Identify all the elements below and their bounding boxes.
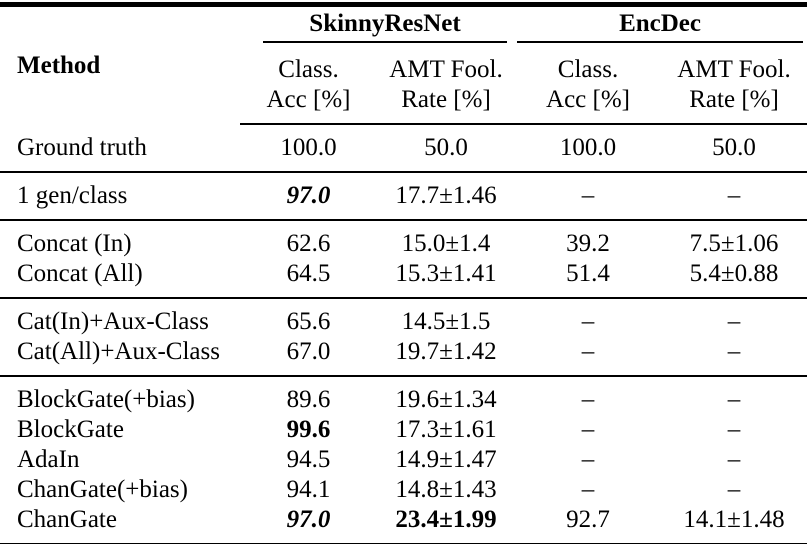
value-cell: 89.6 [286,386,331,413]
column-header-line: Class. [557,56,619,83]
value-cell: 67.0 [240,337,377,377]
column-header-line: Acc [%] [546,86,630,113]
value-cell: 94.5 [286,446,331,473]
value-cell: 39.2 [566,230,610,257]
value-cell: 15.0±1.4 [401,230,491,257]
value-cell: – [727,308,741,335]
table-row: BlockGate 99.6 17.3±1.61 – – [0,415,807,445]
value-cell: 62.6 [286,230,331,257]
table-row: Cat(In)+Aux-Class 65.6 14.5±1.5 – – [0,298,807,337]
value-cell: 97.0 [240,505,377,544]
value-cell: – [727,416,741,443]
method-column-header: Method [17,51,101,79]
value-cell: 14.1±1.48 [661,505,807,544]
value-cell: 64.5 [240,259,377,299]
value-cell: 19.6±1.34 [395,386,497,413]
value-cell: 97.0 [240,172,377,221]
value-cell: – [727,446,741,473]
method-cell: BlockGate [17,416,124,443]
table-section: Cat(In)+Aux-Class 65.6 14.5±1.5– – Cat(All)+… [0,298,807,377]
value-cell: 50.0 [377,124,516,173]
method-cell: BlockGate(+bias) [17,386,195,413]
value-cell: – [727,386,741,413]
sub-header-row: Class. Acc [%] AMT Fool. Rate [%] Class.… [0,43,807,125]
value-cell: 15.3±1.41 [377,259,516,299]
value-cell: 99.6 [286,416,331,443]
value-cell: 14.8±1.43 [395,476,497,503]
column-header-line: AMT Fool. [677,56,791,83]
table-section: Ground truth 100.0 50.0 100.0 50.0 [0,124,807,173]
value-cell: 17.7±1.46 [377,172,516,221]
value-cell: 100.0 [515,124,662,173]
column-header-line: Class. [278,56,339,83]
method-cell: Ground truth [0,124,240,173]
table-row: 1 gen/class 97.0 17.7±1.46– – [0,172,807,221]
value-cell: 14.9±1.47 [395,446,497,473]
value-cell: 23.4±1.99 [377,505,516,544]
value-cell: 14.5±1.5 [401,308,491,335]
method-cell: Cat(All)+Aux-Class [0,337,240,377]
group-header-encdec: EncDec [515,5,807,43]
column-header-srn-class-acc: Class. Acc [%] [240,43,377,125]
method-cell: 1 gen/class [0,172,240,221]
group-label-encdec: EncDec [517,9,804,43]
value-cell: – [515,172,662,221]
value-cell: 50.0 [661,124,807,173]
table-row: Ground truth 100.0 50.0 100.0 50.0 [0,124,807,173]
column-header-line: Rate [%] [401,86,491,113]
value-cell: – [581,446,595,473]
column-header-srn-amt-fool: AMT Fool. Rate [%] [377,43,516,125]
value-cell: – [581,386,595,413]
table-row: ChanGate(+bias) 94.1 14.8±1.43 – – [0,475,807,505]
table-row: Cat(All)+Aux-Class 67.0 19.7±1.42– – [0,337,807,377]
value-cell: 92.7 [515,505,662,544]
table-row: BlockGate(+bias) 89.6 19.6±1.34 – – [0,376,807,415]
value-cell: – [661,172,807,221]
method-cell: Cat(In)+Aux-Class [17,308,209,335]
table-row: ChanGate 97.0 23.4±1.99 92.7 14.1±1.48 [0,505,807,544]
column-header-line: Acc [%] [266,86,351,113]
value-cell: – [581,308,595,335]
group-header-row: Method SkinnyResNet EncDec [0,5,807,79]
value-cell: – [515,337,662,377]
method-cell: ChanGate(+bias) [17,476,188,503]
method-cell: Concat (All) [0,259,240,299]
value-cell: 19.7±1.42 [377,337,516,377]
value-cell: – [581,416,595,443]
value-cell: 17.3±1.61 [395,416,497,443]
group-label-skinnyresnet: SkinnyResNet [263,9,508,43]
table-section: Concat (In) 62.6 15.0±1.4 39.2 7.5±1.06 Conca… [0,220,807,299]
table-header: Method SkinnyResNet EncDec Class. Acc [%… [0,5,807,125]
value-cell: – [661,337,807,377]
method-cell: Concat (In) [17,230,132,257]
group-header-skinnyresnet: SkinnyResNet [240,5,515,43]
value-cell: 5.4±0.88 [661,259,807,299]
column-header-encdec-amt-fool: AMT Fool. Rate [%] [661,43,807,125]
method-cell: ChanGate [0,505,240,544]
value-cell: – [581,476,595,503]
value-cell: – [727,476,741,503]
method-cell: AdaIn [17,446,80,473]
table-row: AdaIn 94.5 14.9±1.47 – – [0,445,807,475]
value-cell: 65.6 [286,308,331,335]
column-header-line: AMT Fool. [389,56,503,83]
value-cell: 51.4 [515,259,662,299]
table-row: Concat (In) 62.6 15.0±1.4 39.2 7.5±1.06 [0,220,807,259]
table-row: Concat (All) 64.5 15.3±1.41 51.4 5.4±0.88 [0,259,807,299]
table-section: 1 gen/class 97.0 17.7±1.46– – [0,172,807,221]
column-header-encdec-class-acc: Class. Acc [%] [515,43,662,125]
table-section: BlockGate(+bias) 89.6 19.6±1.34– – BlockGate… [0,376,807,544]
column-header-line: Rate [%] [689,86,779,113]
value-cell: 94.1 [286,476,331,503]
value-cell: 7.5±1.06 [689,230,779,257]
value-cell: 100.0 [240,124,377,173]
